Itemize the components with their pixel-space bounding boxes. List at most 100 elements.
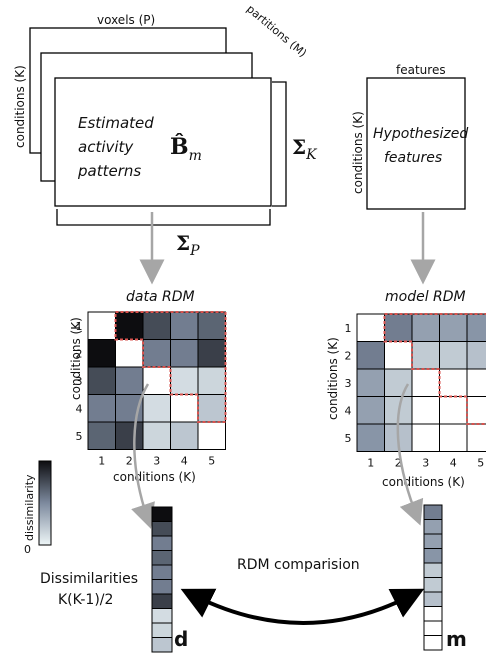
b-hat-letter: B̂ — [170, 134, 189, 160]
model-rdm-cell — [467, 424, 486, 452]
d-vector-cell — [152, 580, 172, 595]
data-rdm-cell — [171, 422, 199, 450]
model-rdm-cell — [412, 314, 440, 342]
model-rdm-cell — [357, 342, 385, 370]
model-rdm-cell — [412, 424, 440, 452]
data-rdm-title: data RDM — [126, 289, 195, 305]
m-vector-cell — [424, 636, 442, 651]
model-rdm-row-tick: 2 — [345, 349, 352, 362]
data-rdm-cell — [143, 340, 171, 368]
model-rdm-col-tick: 5 — [477, 457, 484, 470]
b-hat-subscript: m — [189, 148, 202, 164]
data-rdm-cell — [143, 395, 171, 423]
m-vector-cell — [424, 607, 442, 622]
sigma-k-bracket — [272, 82, 286, 206]
model-rdm-cell — [357, 369, 385, 397]
model-rdm-cell — [440, 314, 468, 342]
features-label: features — [396, 63, 446, 77]
colorbar-label: dissimilarity — [23, 474, 36, 541]
model-rdm-cell — [467, 397, 486, 425]
data-rdm-cell — [198, 422, 226, 450]
sigma-k-letter: Σ — [292, 135, 306, 159]
patterns-text: patterns — [77, 162, 141, 180]
m-vector-cell — [424, 578, 442, 593]
model-rdm-cell — [357, 314, 385, 342]
model-rdm-row-tick: 1 — [345, 322, 352, 335]
data-rdm-cell — [171, 367, 199, 395]
d-vector-cell — [152, 536, 172, 551]
data-rdm-cell — [143, 367, 171, 395]
m-vector-cell — [424, 592, 442, 607]
d-vector-cell — [152, 551, 172, 566]
data-rdm-cell — [116, 340, 144, 368]
model-rdm-cell — [357, 424, 385, 452]
data-rdm-cell — [88, 312, 116, 340]
data-rdm-cell — [171, 395, 199, 423]
data-rdm-col-tick: 3 — [153, 455, 160, 468]
features-panel — [367, 78, 465, 209]
model-rdm-cell — [385, 342, 413, 370]
voxels-label: voxels (P) — [97, 13, 155, 27]
d-label: d — [174, 627, 188, 651]
data-rdm-col-tick: 5 — [208, 455, 215, 468]
data-rdm-cell — [198, 340, 226, 368]
sigma-p-bracket — [57, 209, 270, 225]
data-rdm-cell — [116, 367, 144, 395]
m-vector — [424, 505, 442, 650]
model-rdm-cell — [412, 397, 440, 425]
d-vector-cell — [152, 638, 172, 653]
data-rdm-col-tick: 2 — [126, 455, 133, 468]
model-rdm-cell — [385, 369, 413, 397]
m-vector-cell — [424, 621, 442, 636]
colorbar-zero: 0 — [24, 543, 31, 556]
model-rdm-col-tick: 1 — [367, 457, 374, 470]
data-rdm-row-tick: 5 — [76, 430, 83, 443]
d-vector-cell — [152, 522, 172, 537]
model-rdm-cell — [385, 314, 413, 342]
model-rdm-ylabel: conditions (K) — [326, 337, 340, 420]
m-vector-cell — [424, 563, 442, 578]
model-rdm-cell — [412, 369, 440, 397]
d-vector-cell — [152, 623, 172, 638]
data-rdm-row-tick: 4 — [76, 402, 83, 415]
data-rdm-cell — [116, 422, 144, 450]
dissimilarities-caption: Dissimilarities — [40, 571, 138, 587]
data-rdm-cell — [116, 312, 144, 340]
model-rdm-cell — [440, 397, 468, 425]
d-vector-cell — [152, 565, 172, 580]
activity-text: activity — [78, 138, 134, 156]
estimated-text: Estimated — [78, 114, 154, 132]
model-rdm-cell — [412, 342, 440, 370]
model-rdm-row-tick: 4 — [345, 404, 352, 417]
features-text: features — [384, 150, 442, 166]
rdm-comparison-label: RDM comparision — [237, 557, 360, 573]
data-rdm-cell — [198, 367, 226, 395]
m-vector-cell — [424, 534, 442, 549]
sigma-k-subscript: K — [305, 147, 318, 163]
model-rdm-title: model RDM — [385, 289, 466, 305]
m-vector-cell — [424, 520, 442, 535]
model-rdm-cell — [440, 424, 468, 452]
data-rdm-xlabel: conditions (K) — [113, 470, 196, 484]
data-rdm-cell — [88, 422, 116, 450]
data-rdm-cell — [198, 312, 226, 340]
d-vector-cell — [152, 594, 172, 609]
model-rdm-xlabel: conditions (K) — [382, 475, 465, 489]
partitions-label: partitions (M) — [244, 2, 309, 60]
data-rdm-cell — [143, 422, 171, 450]
d-vector — [152, 507, 172, 652]
sigma-k-symbol: ΣK — [292, 135, 318, 163]
d-vector-cell — [152, 609, 172, 624]
m-vector-cell — [424, 549, 442, 564]
conditions-label-left-stack: conditions (K) — [13, 65, 27, 148]
sigma-p-subscript: P — [189, 243, 200, 259]
model-rdm-cell — [440, 369, 468, 397]
data-rdm-cell — [88, 395, 116, 423]
m-label: m — [446, 627, 467, 651]
data-rdm-cell — [143, 312, 171, 340]
model-rdm-cell — [467, 369, 486, 397]
model-rdm-row-tick: 5 — [345, 432, 352, 445]
